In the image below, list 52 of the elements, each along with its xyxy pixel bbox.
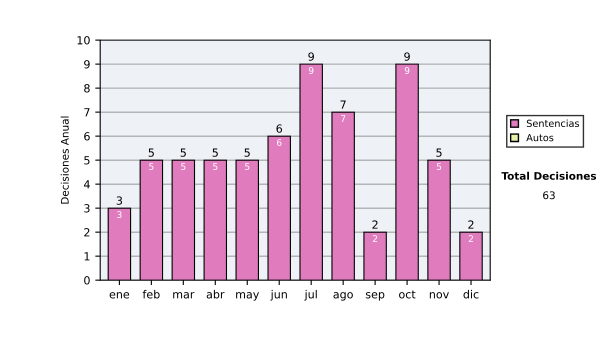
legend-label: Autos	[526, 134, 554, 142]
x-tick-label: feb	[142, 290, 160, 298]
x-tick-label: may	[236, 292, 260, 301]
total-label: 9	[404, 52, 410, 61]
x-tick-label: abr	[206, 290, 224, 298]
total-label: 3	[116, 196, 122, 205]
total-label: 5	[180, 148, 186, 157]
total-label: 5	[212, 148, 218, 157]
total-label: 5	[148, 148, 154, 157]
y-tick-label: 6	[84, 132, 90, 141]
data-label: 5	[149, 163, 154, 170]
y-tick-label: 2	[84, 228, 90, 236]
y-tick-label: 9	[84, 60, 90, 69]
y-tick-label: 8	[84, 84, 90, 93]
data-label: 5	[213, 163, 218, 170]
data-label: 5	[245, 163, 250, 170]
y-tick-label: 0	[84, 276, 90, 285]
data-label: 5	[436, 163, 442, 170]
total-label: 6	[276, 124, 282, 133]
data-label: 7	[341, 115, 346, 122]
y-tick-label: 7	[84, 108, 90, 116]
data-label: 2	[372, 235, 378, 242]
x-tick-label: nov	[430, 292, 449, 298]
x-tick-label: dic	[464, 290, 478, 298]
data-label: 9	[308, 67, 314, 74]
total-label: 7	[340, 100, 346, 109]
data-label: 2	[468, 235, 473, 242]
x-tick-label: mar	[173, 292, 194, 298]
text: Total Decisiones	[501, 172, 596, 180]
data-label: 3	[117, 211, 122, 218]
total-label: 9	[308, 52, 314, 61]
total-label: 5	[244, 148, 250, 157]
y-tick-label: 1	[84, 252, 90, 260]
x-tick-label: ene	[110, 292, 130, 298]
y-tick-label: 10	[78, 36, 90, 44]
data-label: 9	[404, 67, 410, 74]
y-tick-label: 4	[84, 180, 90, 188]
data-label: 6	[276, 139, 282, 146]
y-tick-label: 3	[84, 204, 90, 213]
y-axis-title: Decisiones Anual	[60, 116, 69, 204]
text: 63	[543, 191, 555, 200]
data-label: 5	[181, 163, 186, 170]
total-label: 2	[468, 220, 474, 229]
x-tick-label: jun	[270, 290, 287, 301]
x-tick-label: jul	[304, 290, 317, 301]
total-label: 2	[372, 220, 378, 229]
total-label: 5	[436, 148, 442, 157]
x-tick-label: sep	[366, 292, 384, 301]
x-tick-label: oct	[399, 290, 416, 298]
y-tick-label: 5	[84, 156, 90, 165]
legend-label: Sentencias	[526, 119, 580, 128]
x-tick-label: ago	[333, 292, 353, 301]
